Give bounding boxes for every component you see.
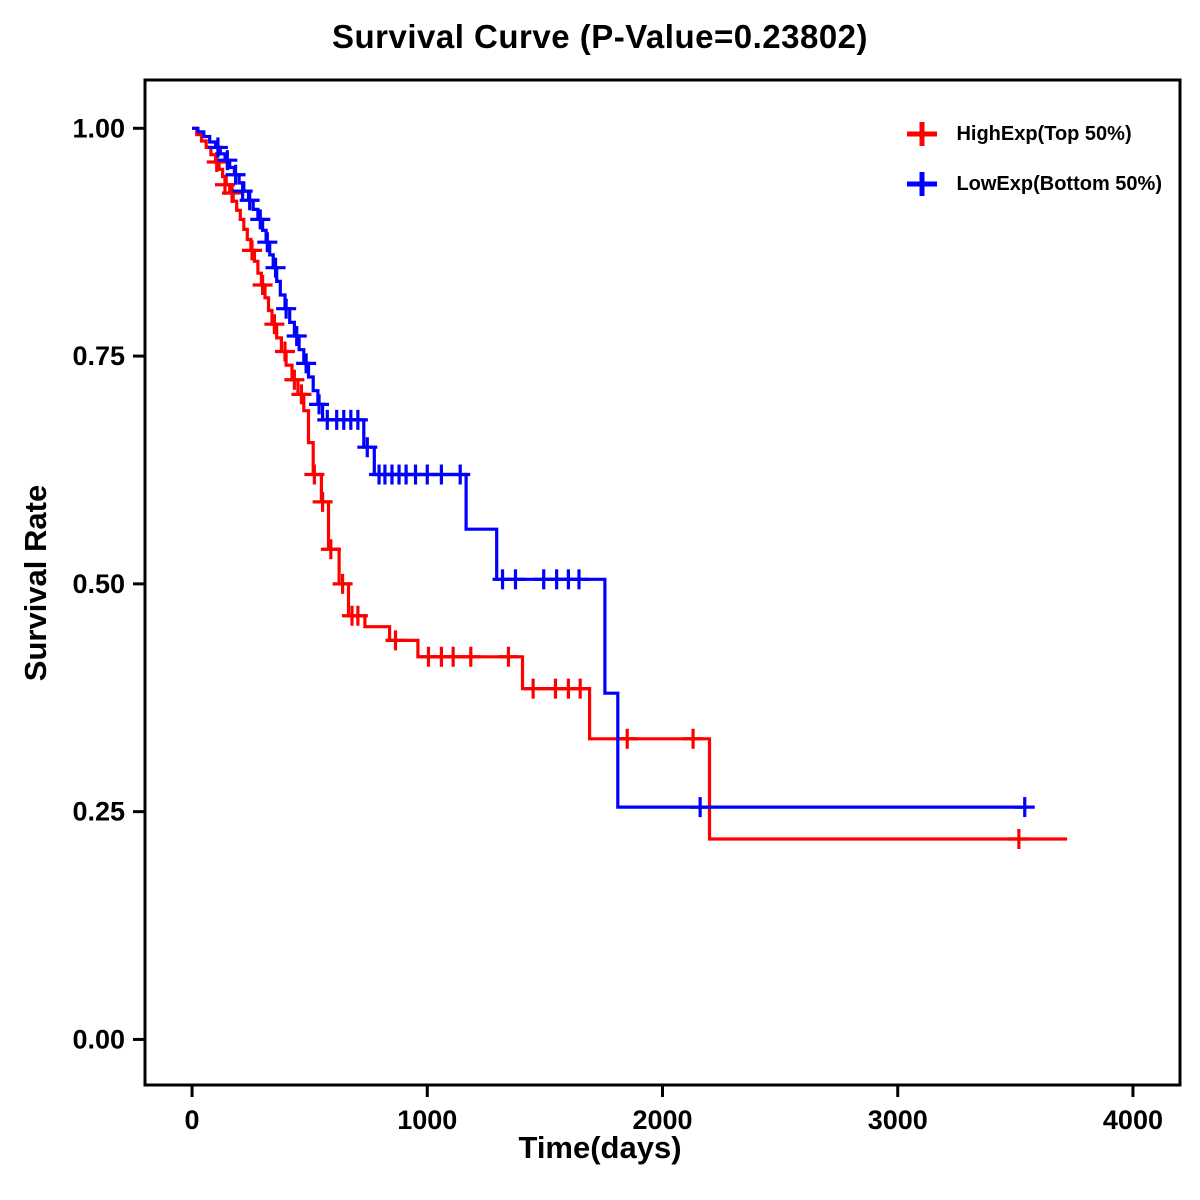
y-axis-label: Survival Rate: [18, 484, 53, 682]
svg-text:2000: 2000: [632, 1105, 692, 1135]
chart-title: Survival Curve (P-Value=0.23802): [331, 18, 869, 55]
svg-text:1000: 1000: [397, 1105, 457, 1135]
legend-label-highexp: HighExp(Top 50%): [956, 122, 1132, 145]
legend-label-lowexp: LowExp(Bottom 50%): [956, 172, 1162, 195]
plus-marker-icon: [904, 170, 940, 198]
svg-text:3000: 3000: [868, 1105, 928, 1135]
svg-text:0.25: 0.25: [72, 797, 125, 827]
svg-text:4000: 4000: [1103, 1105, 1163, 1135]
x-axis-label: Time(days): [518, 1130, 682, 1165]
legend-item-highexp: HighExp(Top 50%): [904, 120, 1162, 148]
legend: HighExp(Top 50%) LowExp(Bottom 50%): [904, 120, 1162, 198]
plus-marker-icon: [904, 120, 940, 148]
svg-text:1.00: 1.00: [72, 113, 125, 143]
legend-item-lowexp: LowExp(Bottom 50%): [904, 170, 1162, 198]
svg-text:0.75: 0.75: [72, 341, 125, 371]
svg-text:0.00: 0.00: [72, 1024, 125, 1054]
svg-text:0.50: 0.50: [72, 569, 125, 599]
svg-text:0: 0: [185, 1105, 200, 1135]
